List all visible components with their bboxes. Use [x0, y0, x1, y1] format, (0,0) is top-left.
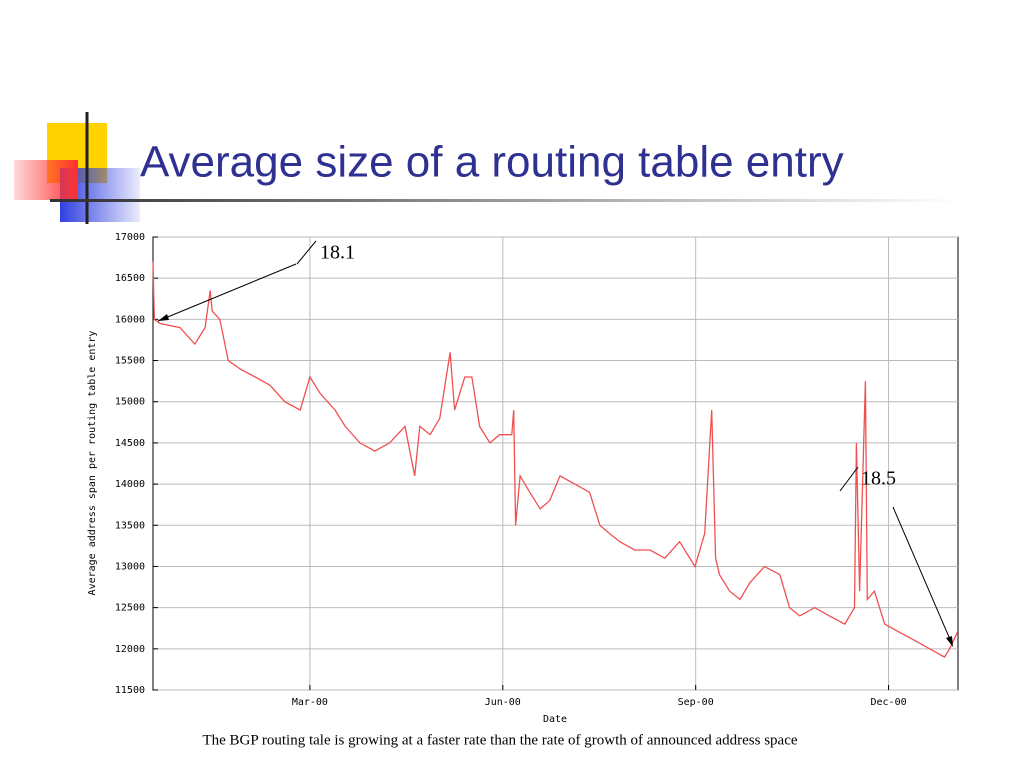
y-tick-label: 13500: [115, 520, 145, 531]
annotation-arrow: [892, 506, 953, 645]
data-line: [152, 261, 958, 658]
y-tick-label: 14500: [115, 438, 145, 449]
y-tick-label: 12000: [115, 644, 145, 655]
x-tick-label: Mar-00: [292, 697, 328, 708]
y-tick-label: 16000: [115, 314, 145, 325]
x-tick-label: Jun-00: [485, 697, 521, 708]
y-tick-label: 15000: [115, 397, 145, 408]
y-tick-label: 16500: [115, 273, 145, 284]
annotation-tick: [839, 466, 859, 492]
y-tick-label: 11500: [115, 685, 145, 696]
arrowhead: [158, 314, 169, 321]
y-tick-label: 15500: [115, 356, 145, 367]
caption: The BGP routing tale is growing at a fas…: [202, 732, 797, 748]
annotation: 18.1: [320, 242, 355, 264]
y-axis-label: Average address span per routing table e…: [87, 331, 98, 596]
annotation-arrow: [157, 263, 297, 322]
deco-square: [14, 160, 78, 200]
x-axis-label: Date: [543, 714, 567, 725]
deco-rule: [50, 199, 960, 202]
x-tick-label: Sep-00: [678, 697, 714, 708]
arrowhead: [946, 636, 953, 647]
plot-area: [152, 236, 959, 691]
y-tick-label: 14000: [115, 479, 145, 490]
y-tick-label: 12500: [115, 603, 145, 614]
y-tick-label: 13000: [115, 561, 145, 572]
y-tick-label: 17000: [115, 232, 145, 243]
annotation: 18.5: [861, 468, 896, 490]
plot: 11500 12000 12500 13000 13500 14000 14500 15000…: [115, 232, 958, 708]
annotation-tick: [296, 240, 317, 265]
x-tick-label: Dec-00: [870, 697, 906, 708]
slide-title: Average size of a routing table entry: [140, 138, 844, 187]
